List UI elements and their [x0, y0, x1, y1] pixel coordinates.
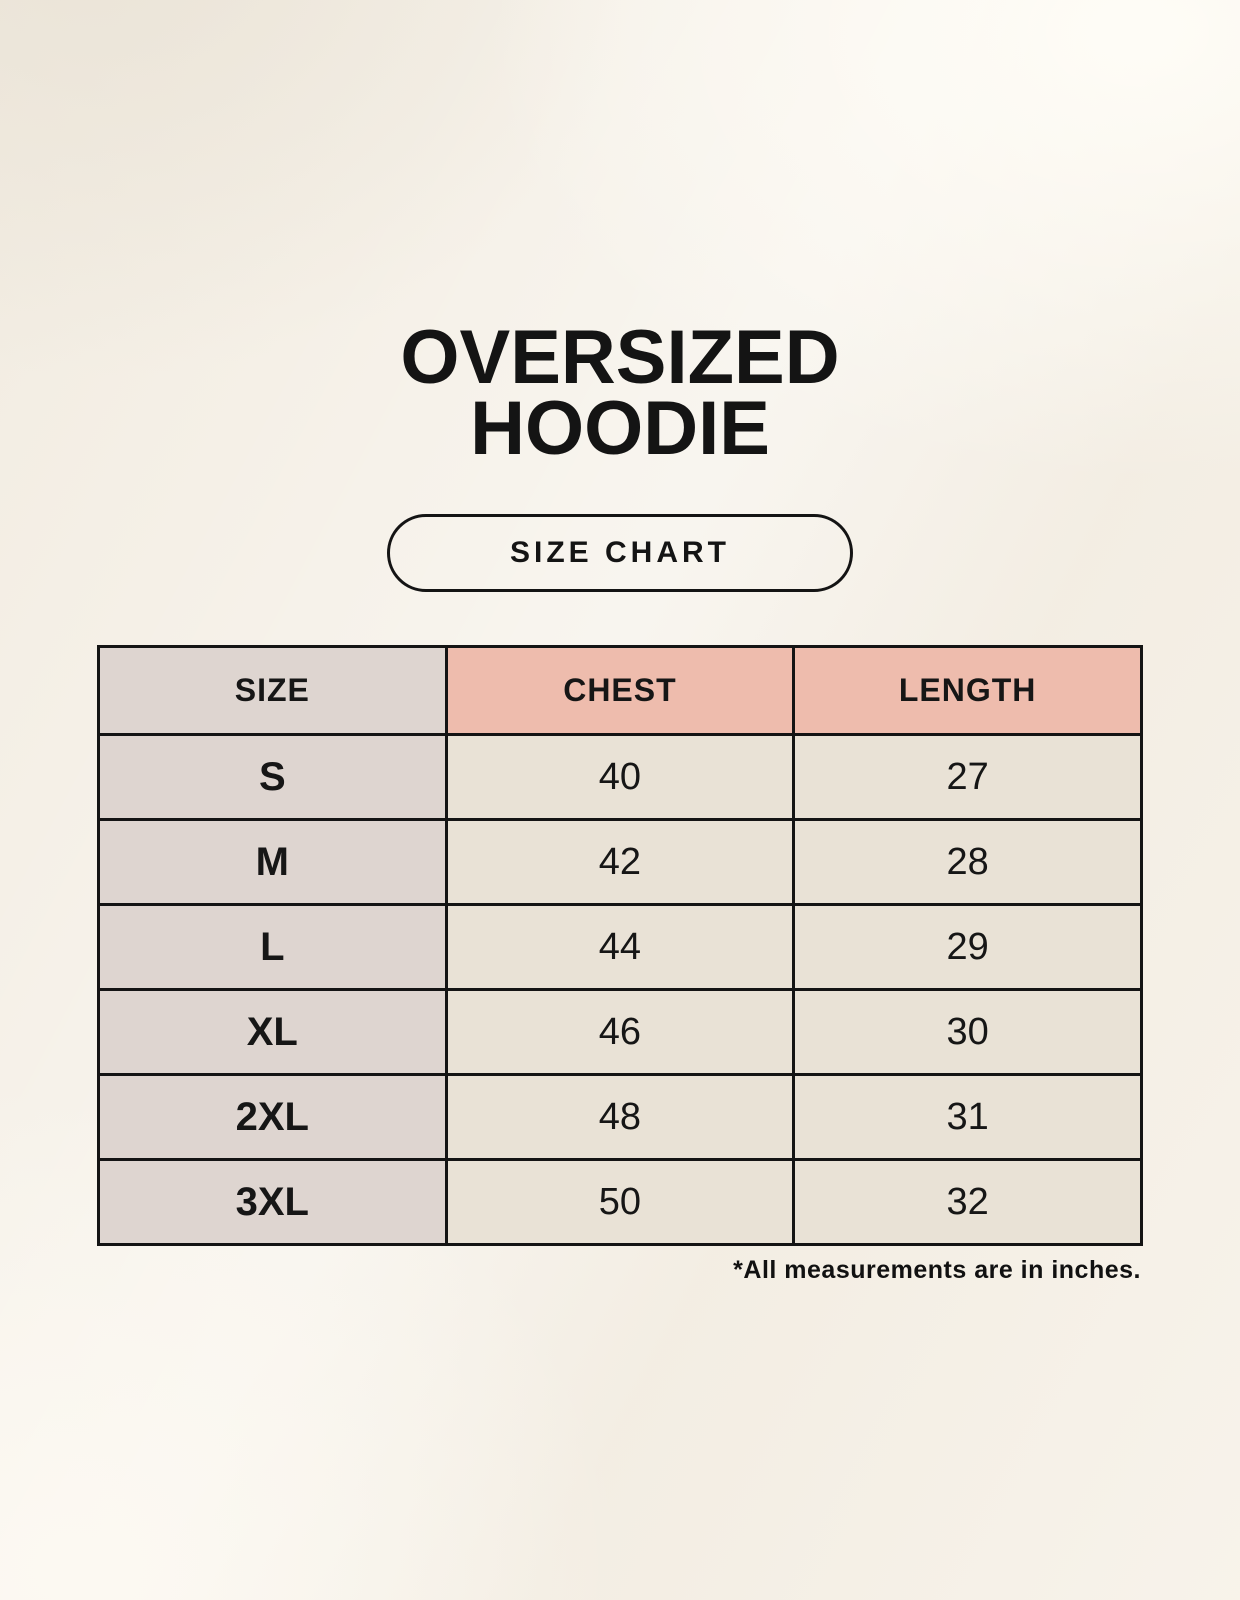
chest-cell: 50 [444, 1158, 796, 1246]
page-title: OVERSIZED HOODIE [0, 315, 1240, 471]
table-row: S 40 27 [97, 733, 1143, 821]
size-chart-table: SIZE CHEST LENGTH S 40 27 M 42 28 L 44 29 XL 46 30 2… [97, 645, 1143, 1246]
length-cell: 32 [792, 1158, 1143, 1246]
length-cell: 29 [792, 903, 1143, 991]
size-cell: S [97, 733, 448, 821]
size-chart-button-label: SIZE CHART [510, 536, 730, 569]
chest-cell: 40 [444, 733, 796, 821]
chest-cell: 48 [444, 1073, 796, 1161]
size-cell: L [97, 903, 448, 991]
page-title-line2: HOODIE [470, 386, 770, 471]
column-header-length: LENGTH [792, 645, 1143, 736]
table-row: L 44 29 [97, 903, 1143, 991]
table-row: 2XL 48 31 [97, 1073, 1143, 1161]
table-header-row: SIZE CHEST LENGTH [97, 645, 1143, 736]
size-cell: M [97, 818, 448, 906]
table-row: XL 46 30 [97, 988, 1143, 1076]
table-row: 3XL 50 32 [97, 1158, 1143, 1246]
page-title-line1: OVERSIZED [400, 315, 840, 400]
chest-cell: 46 [444, 988, 796, 1076]
column-header-size: SIZE [97, 645, 448, 736]
measurements-footnote: *All measurements are in inches. [733, 1256, 1141, 1284]
size-chart-button[interactable]: SIZE CHART [387, 514, 853, 592]
size-cell: 2XL [97, 1073, 448, 1161]
size-table-body: S 40 27 M 42 28 L 44 29 XL 46 30 2XL 48 31 3XL 50 32 [97, 733, 1143, 1246]
size-cell: XL [97, 988, 448, 1076]
chest-cell: 44 [444, 903, 796, 991]
size-cell: 3XL [97, 1158, 448, 1246]
length-cell: 31 [792, 1073, 1143, 1161]
length-cell: 30 [792, 988, 1143, 1076]
column-header-chest: CHEST [444, 645, 796, 736]
table-row: M 42 28 [97, 818, 1143, 906]
length-cell: 27 [792, 733, 1143, 821]
chest-cell: 42 [444, 818, 796, 906]
length-cell: 28 [792, 818, 1143, 906]
